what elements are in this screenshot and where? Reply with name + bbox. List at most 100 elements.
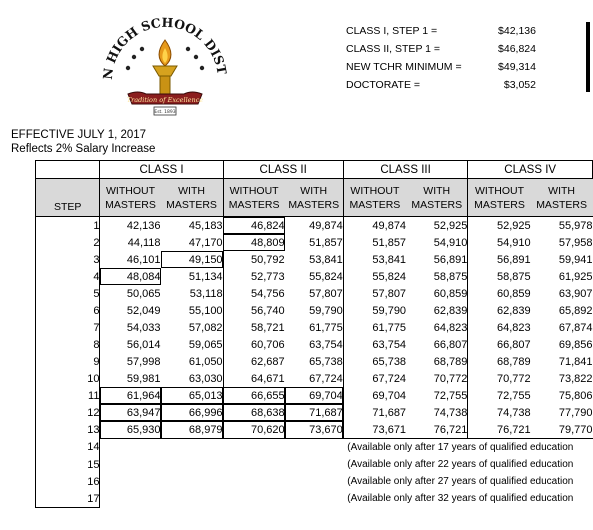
salary-cell: 63,947	[99, 404, 161, 421]
salary-cell: 51,134	[188, 270, 223, 283]
salary-cell: 46,101	[126, 253, 161, 266]
salary-cell: 62,687	[222, 353, 285, 370]
salary-cell: 52,773	[222, 268, 285, 285]
eligibility-note: (Available only after 32 years of qualif…	[347, 493, 574, 505]
salary-row: 1 42,136 45,183 46,824 49,874 49,874 52,925 52,…	[34, 216, 593, 234]
sub-header: WITH MASTERS	[530, 178, 593, 217]
salary-cell: 54,910	[467, 234, 531, 251]
step-number: 6	[34, 302, 101, 319]
salary-cell: 72,755	[467, 387, 531, 404]
summary-row: CLASS I, STEP 1 = $42,136	[346, 25, 536, 43]
effective-date: EFFECTIVE JULY 1, 2017	[11, 129, 147, 141]
salary-cell: 59,790	[309, 304, 343, 317]
salary-row: 7 54,033 57,082 58,721 61,775 61,775 64,823 64,…	[34, 319, 593, 336]
step-number: 10	[34, 370, 101, 387]
salary-cell: 64,823	[433, 321, 468, 334]
salary-cell: 55,978	[558, 219, 593, 232]
salary-cell: 51,857	[309, 236, 343, 249]
salary-cell: 56,891	[467, 251, 531, 268]
salary-row: 2 44,118 47,170 48,809 51,857 51,857 54,910 54,…	[34, 234, 593, 251]
sub-header: WITHOUT MASTERS	[342, 178, 407, 217]
salary-cell: 71,841	[558, 355, 593, 368]
salary-cell: 61,775	[309, 321, 343, 334]
salary-cell: 63,754	[342, 336, 407, 353]
salary-cell: 67,724	[342, 370, 407, 387]
salary-cell: 68,638	[222, 404, 285, 421]
salary-cell: 49,874	[309, 219, 343, 232]
salary-cell: 57,807	[342, 285, 407, 302]
salary-cell: 74,738	[467, 404, 531, 421]
salary-cell: 76,721	[406, 421, 468, 439]
class-group-header: CLASS I	[99, 160, 224, 179]
salary-cell: 59,790	[342, 302, 407, 319]
salary-cell: 60,859	[467, 285, 531, 302]
salary-cell: 61,964	[99, 387, 161, 404]
summary-row: NEW TCHR MINIMUM = $49,314	[346, 61, 536, 79]
salary-cell: 45,183	[188, 219, 223, 232]
salary-cell: 70,772	[467, 370, 531, 387]
blank-cell	[100, 490, 343, 508]
salary-cell: 77,790	[558, 406, 593, 419]
salary-cell: 68,789	[467, 353, 531, 370]
salary-row: 11 61,964 65,013 66,655 69,704 69,704 72,755 72…	[34, 387, 593, 404]
edge-bar	[586, 22, 590, 92]
salary-cell: 59,941	[558, 253, 593, 266]
salary-cell: 58,875	[433, 270, 468, 283]
salary-cell: 54,033	[126, 321, 161, 334]
summary-label: CLASS I, STEP 1 =	[346, 25, 438, 37]
salary-row: 9 57,998 61,050 62,687 65,738 65,738 68,789 68,…	[34, 353, 593, 370]
salary-cell: 79,770	[530, 421, 593, 439]
salary-cell: 57,998	[126, 355, 161, 368]
subheader-row: STEP WITHOUT MASTERS WITH MASTERS WITHOUT M…	[34, 178, 593, 217]
step-number: 13	[34, 421, 101, 439]
step-number: 9	[34, 353, 101, 370]
sub-header: WITHOUT MASTERS	[222, 178, 285, 217]
salary-cell: 60,859	[433, 287, 468, 300]
sub-header: WITHOUT MASTERS	[99, 178, 161, 217]
class-group-header: CLASS III	[342, 160, 469, 179]
salary-body: 1 42,136 45,183 46,824 49,874 49,874 52,925 52,…	[34, 216, 593, 508]
salary-cell: 56,891	[433, 253, 468, 266]
salary-cell: 57,807	[309, 287, 343, 300]
salary-cell: 73,670	[284, 421, 344, 439]
step-number: 14	[34, 438, 101, 456]
salary-cell: 63,754	[309, 338, 343, 351]
salary-cell: 61,050	[188, 355, 223, 368]
note-row: 15 (Available only after 22 years of qual…	[34, 456, 593, 473]
salary-row: 6 52,049 55,100 56,740 59,790 59,790 62,839 62,…	[34, 302, 593, 319]
salary-cell: 53,841	[309, 253, 343, 266]
step-number: 5	[34, 285, 101, 302]
salary-cell: 56,014	[126, 338, 161, 351]
class-group-header: CLASS II	[222, 160, 344, 179]
salary-cell: 65,738	[309, 355, 343, 368]
salary-cell: 49,874	[342, 216, 407, 234]
logo-est: Est. 1893	[154, 109, 175, 115]
step-number: 16	[34, 473, 101, 490]
salary-cell: 56,740	[222, 302, 285, 319]
salary-cell: 46,824	[222, 216, 285, 234]
summary-value: $3,052	[503, 79, 536, 91]
blank-cell	[100, 456, 343, 473]
salary-cell: 63,907	[558, 287, 593, 300]
salary-row: 3 46,101 49,150 50,792 53,841 53,841 56,891 56,…	[34, 251, 593, 268]
salary-row: 8 56,014 59,065 60,706 63,754 63,754 66,807 66,…	[34, 336, 593, 353]
salary-cell: 60,706	[222, 336, 285, 353]
summary-value: $46,824	[498, 43, 536, 55]
salary-cell: 44,118	[127, 236, 161, 249]
blank-cell	[100, 473, 343, 490]
salary-cell: 63,030	[188, 372, 223, 385]
step-number: 4	[34, 268, 101, 285]
salary-cell: 69,704	[342, 387, 407, 404]
step-number: 8	[34, 336, 101, 353]
salary-cell: 68,979	[160, 421, 224, 439]
salary-cell: 67,724	[309, 372, 343, 385]
salary-cell: 55,824	[309, 270, 343, 283]
salary-cell: 51,857	[342, 234, 407, 251]
salary-row: 4 48,084 51,134 52,773 55,824 55,824 58,875 58,…	[34, 268, 593, 285]
salary-cell: 66,807	[433, 338, 468, 351]
salary-row: 10 59,981 63,030 64,671 67,724 67,724 70,772 70…	[34, 370, 593, 387]
salary-cell: 74,738	[433, 406, 468, 419]
salary-cell: 64,671	[222, 370, 285, 387]
salary-table: CLASS I CLASS II CLASS III CLASS IV STEP…	[34, 160, 593, 508]
salary-cell: 64,823	[467, 319, 531, 336]
